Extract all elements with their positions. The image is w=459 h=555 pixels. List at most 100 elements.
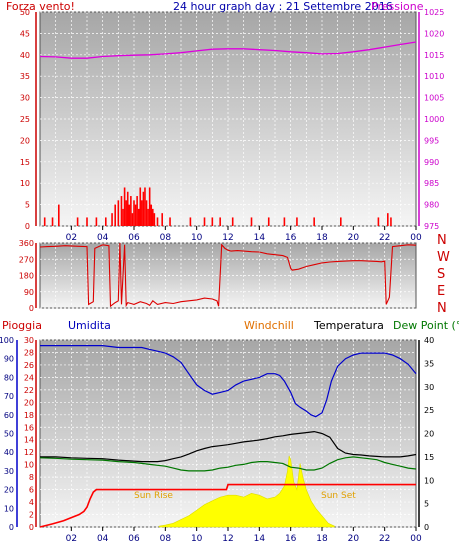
- rain-axis-tick-label: 0: [29, 523, 34, 532]
- temperature-axis-tick-label: 25: [424, 406, 434, 415]
- wind-speed-bar: [133, 200, 135, 226]
- pressure-line: [39, 41, 417, 59]
- wind-axis-tick-label: 40: [20, 51, 30, 60]
- climate-panel-xtick-label: 14: [254, 534, 266, 544]
- climate-panel-xtick-label: 20: [348, 534, 360, 544]
- wind-speed-bar: [141, 200, 143, 226]
- humidity-axis-tick-label: 0: [9, 523, 14, 532]
- wind-axis-tick-label: 35: [20, 72, 30, 81]
- climate-panel-xtick-label: 18: [316, 534, 328, 544]
- wind-speed-bar: [283, 217, 286, 226]
- compass-n-bottom: N: [437, 301, 447, 316]
- pressure-axis-tick-label: 975: [424, 222, 439, 231]
- direction-axis-tick-label: 90: [24, 288, 34, 297]
- wind-speed-bar: [313, 217, 315, 226]
- rain-axis-tick-label: 6: [29, 486, 34, 495]
- wind-speed-bar: [117, 200, 120, 226]
- wind-speed-bar: [136, 196, 138, 226]
- legend-dewpoint: Dew Point (°C: [393, 319, 459, 332]
- compass-s: S: [437, 267, 446, 282]
- pressure-title: Pressione: [371, 0, 424, 13]
- wind-panel-xtick-label: 18: [316, 233, 328, 243]
- wind-speed-bar: [58, 204, 60, 226]
- wind-speed-bar: [231, 217, 234, 226]
- pressure-axis-tick-label: 1000: [424, 115, 444, 124]
- wind-panel-xtick-label: 08: [160, 233, 172, 243]
- humidity-axis-tick-label: 40: [4, 448, 14, 457]
- temperature-axis-tick-label: 30: [424, 383, 434, 392]
- sunset-annotation: Sun Set: [321, 491, 356, 501]
- temperature-axis-tick-label: 20: [424, 430, 434, 439]
- wind-speed-bar: [125, 200, 127, 226]
- wind-speed-bar: [131, 213, 134, 226]
- pressure-axis-tick-label: 1020: [424, 29, 444, 38]
- legend-temperature: Temperatura: [314, 319, 384, 332]
- humidity-axis-tick-label: 100: [0, 336, 14, 345]
- temperature-axis-tick-label: 10: [424, 476, 434, 485]
- legend-windchill: Windchill: [244, 319, 294, 332]
- humidity-axis-tick-label: 80: [4, 373, 14, 382]
- wind-speed-bar: [105, 217, 107, 226]
- rain-axis-tick-label: 18: [24, 411, 34, 420]
- pressure-axis-tick-label: 980: [424, 201, 439, 210]
- wind-speed-bar: [123, 187, 126, 226]
- wind-speed-bar: [114, 204, 116, 226]
- wind-speed-bar: [219, 217, 221, 226]
- compass-n-top: N: [437, 233, 447, 248]
- wind-axis-tick-label: 30: [20, 94, 30, 103]
- climate-panel-xtick-label: 00: [410, 534, 422, 544]
- temperature-axis-tick-label: 15: [424, 453, 434, 462]
- rain-axis-tick-label: 2: [29, 511, 34, 520]
- rain-axis-tick-label: 20: [24, 398, 34, 407]
- wind-axis-tick-label: 0: [25, 222, 30, 231]
- climate-panel-xtick-label: 12: [222, 534, 233, 544]
- wind-speed-bar: [137, 208, 140, 226]
- wind-speed-bar: [122, 208, 124, 226]
- rain-line: [39, 483, 416, 528]
- direction-axis-tick-label: 360: [19, 239, 34, 248]
- rain-axis-tick-label: 22: [24, 386, 34, 395]
- pressure-axis-tick-label: 1005: [424, 94, 444, 103]
- humidity-axis-tick-label: 70: [4, 392, 14, 401]
- date-title: 24 hour graph day : 21 Settembre 2016: [173, 0, 393, 13]
- rain-axis-tick-label: 28: [24, 348, 34, 357]
- wind-speed-bar: [51, 217, 54, 226]
- legend-rain: Pioggia: [2, 319, 42, 332]
- direction-axis-tick-label: 180: [19, 272, 34, 281]
- wind-panel-xtick-label: 14: [254, 233, 266, 243]
- wind-speed-bar: [142, 191, 145, 226]
- wind-panel-xtick-label: 04: [97, 233, 109, 243]
- rain-axis-tick-label: 30: [24, 336, 34, 345]
- wind-speed-bar: [340, 217, 342, 226]
- pressure-axis-tick-label: 1025: [424, 8, 444, 17]
- wind-speed-bar: [152, 208, 154, 226]
- wind-speed-bar: [86, 217, 88, 226]
- climate-panel-xtick-label: 06: [128, 534, 140, 544]
- pressure-axis-tick-label: 995: [424, 136, 439, 145]
- climate-panel-xtick-label: 10: [191, 534, 203, 544]
- climate-panel-xtick-label: 04: [97, 534, 109, 544]
- solar-radiation-area: [158, 455, 335, 528]
- wind-direction-line: [39, 242, 417, 308]
- rain-axis-tick-label: 16: [24, 423, 34, 432]
- climate-panel-xtick-label: 22: [379, 534, 390, 544]
- wind-speed-bar: [126, 191, 129, 226]
- wind-panel-xtick-label: 12: [222, 233, 233, 243]
- humidity-axis-tick-label: 90: [4, 355, 14, 364]
- wind-panel-xtick-label: 00: [410, 233, 422, 243]
- rain-axis-tick-label: 8: [29, 473, 34, 482]
- wind-speed-bar: [145, 200, 148, 226]
- wind-axis-tick-label: 5: [25, 201, 30, 210]
- compass-e: E: [437, 284, 446, 299]
- wind-panel-xtick-label: 20: [348, 233, 360, 243]
- wind-pressure-panel: 0510152025303540455097598098599099510001…: [20, 8, 445, 243]
- wind-speed-bar: [250, 217, 253, 226]
- wind-axis-tick-label: 15: [20, 158, 30, 167]
- wind-speed-bar: [189, 217, 192, 226]
- wind-speed-bar: [144, 187, 146, 226]
- wind-speed-bar: [161, 213, 163, 226]
- wind-speed-bar: [203, 217, 206, 226]
- wind-speed-bar: [134, 204, 137, 226]
- wind-speed-bar: [377, 217, 380, 226]
